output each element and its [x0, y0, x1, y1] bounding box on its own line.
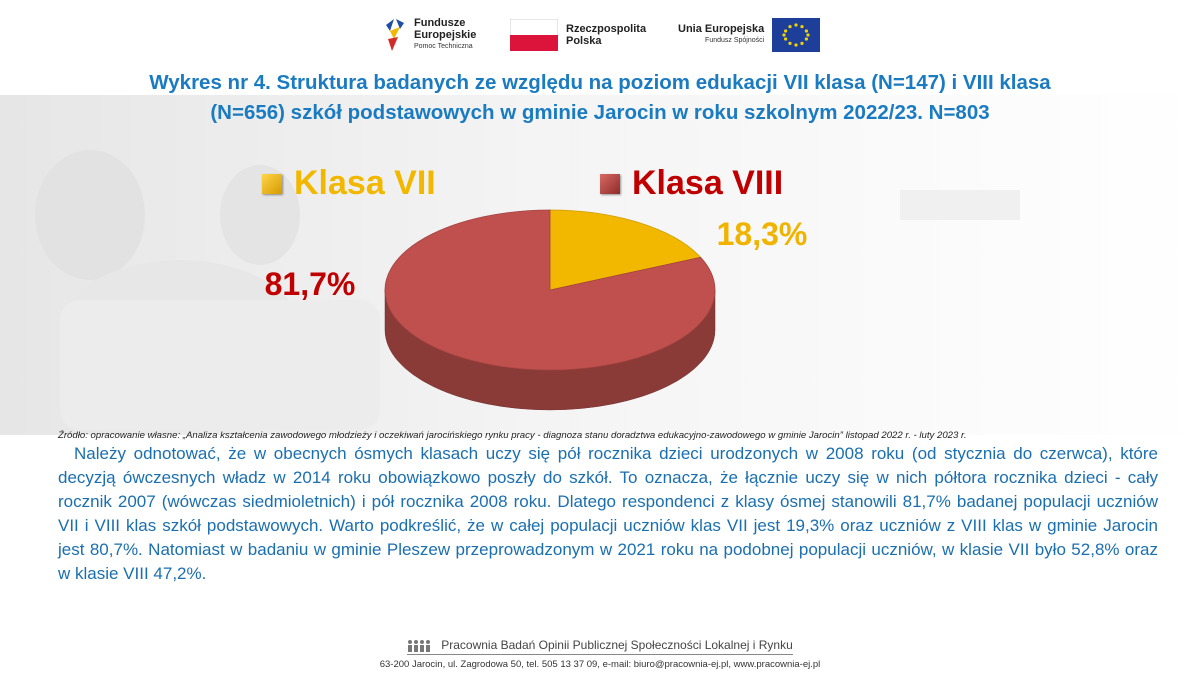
- fundusze-europejskie-logo: Fundusze Europejskie Pomoc Techniczna: [380, 12, 476, 58]
- rzeczpospolita-logo: Rzeczpospolita Polska: [510, 12, 646, 58]
- legend-label-klasa-vii: Klasa VII: [294, 164, 436, 202]
- legend-item-klasa-vii: Klasa VII: [262, 164, 436, 203]
- body-paragraph: Należy odnotować, że w obecnych ósmych k…: [58, 444, 1158, 583]
- pie-slice-0: [549, 209, 702, 291]
- chart-title-line2: (N=656) szkół podstawowych w gminie Jaro…: [210, 101, 990, 124]
- footer-org: Pracownia Badań Opinii Publicznej Społec…: [0, 638, 1200, 655]
- footer-org-name: Pracownia Badań Opinii Publicznej Społec…: [441, 638, 793, 652]
- ue-sub: Fundusz Spójności: [705, 37, 765, 44]
- pie-slice-1: [384, 209, 716, 371]
- legend-swatch-klasa-vii: [262, 173, 282, 194]
- fe-star-icon: [382, 17, 406, 53]
- legend-label-klasa-viii: Klasa VIII: [632, 164, 784, 202]
- chart-title-line1: Wykres nr 4. Struktura badanych ze wzglę…: [149, 71, 1051, 94]
- body-text: Należy odnotować, że w obecnych ósmych k…: [58, 442, 1158, 586]
- unia-europejska-logo: Unia Europejska Fundusz Spójności: [678, 12, 821, 58]
- legend-item-klasa-viii: Klasa VIII: [600, 164, 783, 203]
- eu-flag-icon: [772, 18, 821, 52]
- rp-line1: Rzeczpospolita: [566, 23, 647, 35]
- people-icon: [408, 640, 431, 652]
- polish-flag-icon: [510, 19, 558, 51]
- fe-sub: Pomoc Techniczna: [414, 43, 473, 50]
- rp-line2: Polska: [566, 35, 602, 47]
- data-label-1: 81,7%: [265, 266, 356, 302]
- footer-address: 63-200 Jarocin, ul. Zagrodowa 50, tel. 5…: [379, 659, 821, 670]
- data-label-0: 18,3%: [717, 216, 808, 252]
- legend-swatch-klasa-viii: [600, 173, 620, 194]
- ue-line1: Unia Europejska: [678, 23, 765, 35]
- source-note: Źródło: opracowanie własne: „Analiza ksz…: [58, 430, 967, 441]
- chart-title: Wykres nr 4. Struktura badanych ze wzglę…: [60, 68, 1140, 128]
- logo-bar: Fundusze Europejskie Pomoc Techniczna Rz…: [0, 12, 1200, 58]
- fe-line1: Fundusze: [414, 17, 466, 29]
- fe-line2: Europejskie: [414, 29, 477, 41]
